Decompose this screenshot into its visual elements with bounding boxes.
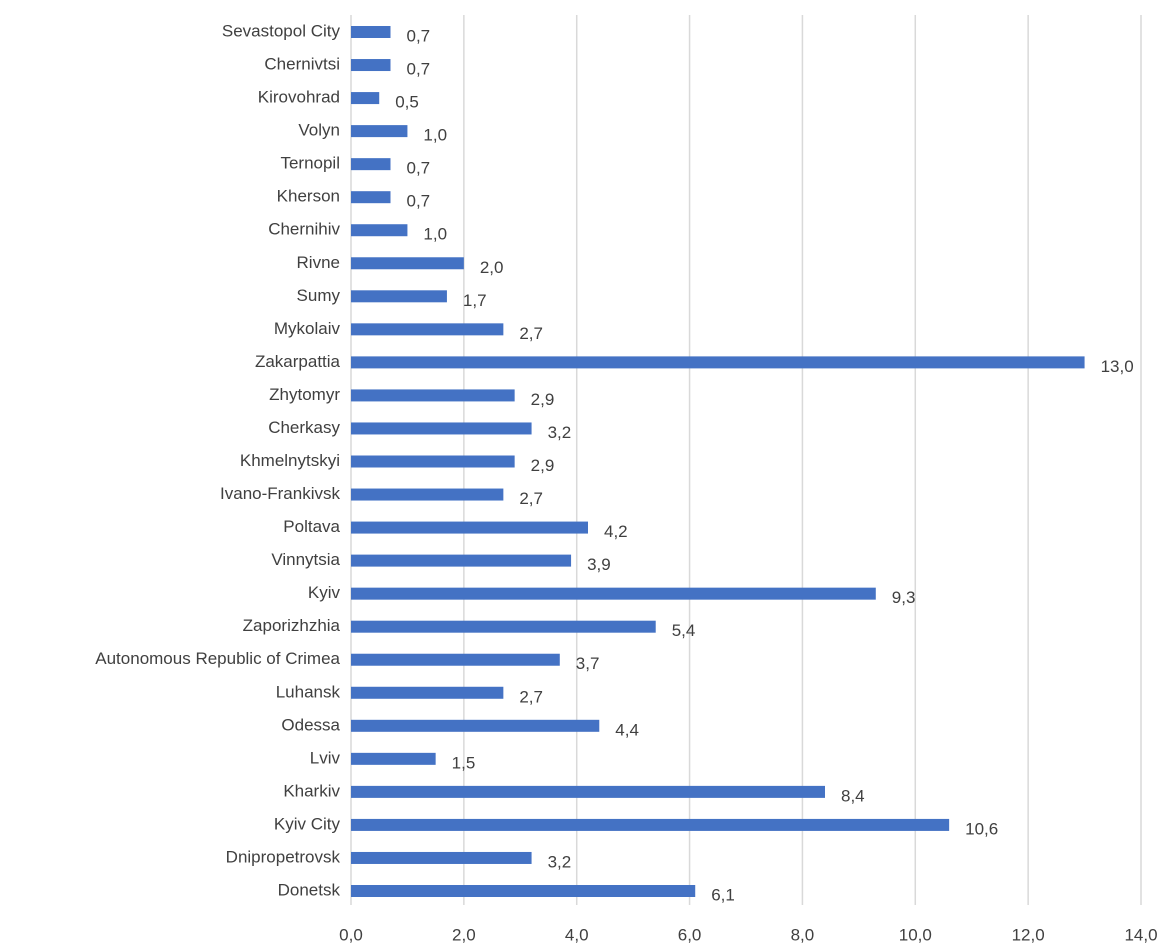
bar [351, 290, 447, 303]
data-label: 2,7 [519, 489, 543, 508]
bar [351, 785, 825, 798]
x-tick-label: 2,0 [452, 925, 476, 944]
bar [351, 686, 504, 699]
y-tick-label: Zakarpattia [255, 352, 341, 371]
y-tick-label: Odessa [281, 715, 340, 734]
bar [351, 488, 504, 501]
bar [351, 158, 391, 171]
data-label: 13,0 [1101, 357, 1134, 376]
bar [351, 719, 600, 732]
data-label: 4,4 [615, 720, 639, 739]
bar [351, 224, 408, 237]
data-label: 9,3 [892, 588, 916, 607]
y-tick-label: Kyiv City [274, 814, 341, 833]
y-tick-label: Kyiv [308, 583, 341, 602]
y-tick-label: Khmelnytskyi [240, 451, 340, 470]
data-label: 4,2 [604, 522, 628, 541]
y-tick-label: Sevastopol City [222, 21, 341, 40]
data-label: 1,0 [423, 126, 447, 145]
data-label: 1,0 [423, 225, 447, 244]
data-label: 2,0 [480, 258, 504, 277]
y-tick-label: Zaporizhzhia [243, 616, 341, 635]
y-tick-label: Volyn [298, 121, 340, 140]
y-tick-label: Luhansk [276, 682, 341, 701]
data-label: 8,4 [841, 786, 865, 805]
bar [351, 26, 391, 38]
y-tick-label: Rivne [297, 253, 340, 272]
data-label: 1,7 [463, 291, 487, 310]
data-label: 3,7 [576, 654, 600, 673]
y-tick-label: Lviv [310, 748, 341, 767]
bar [351, 323, 504, 336]
bar [351, 851, 532, 864]
data-label: 2,7 [519, 687, 543, 706]
bar [351, 554, 572, 567]
y-tick-label: Kherson [277, 187, 340, 206]
y-tick-label: Kharkiv [283, 781, 340, 800]
bar [351, 885, 696, 897]
bar [351, 191, 391, 204]
x-tick-label: 12,0 [1012, 925, 1045, 944]
data-label: 6,1 [711, 885, 735, 904]
data-label: 1,5 [452, 753, 476, 772]
bar [351, 620, 656, 633]
data-label: 3,2 [548, 423, 572, 442]
y-tick-label: Chernihiv [268, 220, 340, 239]
bar [351, 92, 380, 105]
bar [351, 818, 950, 831]
bar [351, 422, 532, 435]
data-label: 10,6 [965, 819, 998, 838]
y-tick-label: Zhytomyr [269, 385, 340, 404]
bar [351, 521, 588, 534]
y-tick-label: Ternopil [280, 154, 340, 173]
y-tick-label: Poltava [283, 517, 340, 536]
data-label: 0,7 [407, 26, 431, 45]
bar [351, 653, 560, 666]
bar [351, 59, 391, 72]
y-tick-label: Dnipropetrovsk [226, 847, 341, 866]
bar [351, 356, 1085, 369]
data-label: 5,4 [672, 621, 696, 640]
bar [351, 125, 408, 138]
x-tick-label: 8,0 [791, 925, 815, 944]
y-tick-label: Sumy [297, 286, 341, 305]
data-label: 0,7 [407, 192, 431, 211]
y-tick-label: Donetsk [278, 880, 341, 899]
data-label: 3,2 [548, 852, 572, 871]
y-tick-label: Kirovohrad [258, 88, 340, 107]
data-label: 0,5 [395, 93, 419, 112]
bar [351, 587, 876, 600]
bar [351, 257, 464, 270]
y-tick-label: Vinnytsia [271, 550, 340, 569]
x-tick-label: 14,0 [1124, 925, 1157, 944]
y-tick-label: Ivano-Frankivsk [220, 484, 340, 503]
data-label: 2,7 [519, 324, 543, 343]
x-tick-label: 0,0 [339, 925, 363, 944]
data-label: 3,9 [587, 555, 611, 574]
bar [351, 455, 515, 468]
x-tick-label: 10,0 [899, 925, 932, 944]
data-label: 0,7 [407, 60, 431, 79]
data-label: 0,7 [407, 159, 431, 178]
x-tick-label: 4,0 [565, 925, 589, 944]
y-tick-label: Autonomous Republic of Crimea [95, 649, 340, 668]
y-tick-label: Chernivtsi [264, 55, 340, 74]
bar [351, 752, 436, 765]
y-tick-label: Cherkasy [268, 418, 340, 437]
y-tick-label: Mykolaiv [274, 319, 341, 338]
bar [351, 389, 515, 402]
x-tick-label: 6,0 [678, 925, 702, 944]
data-label: 2,9 [531, 390, 555, 409]
data-label: 2,9 [531, 456, 555, 475]
